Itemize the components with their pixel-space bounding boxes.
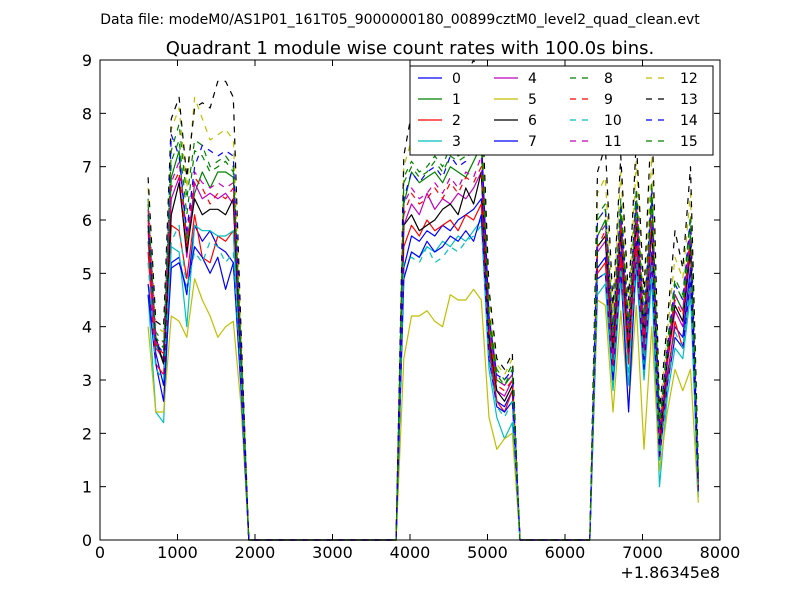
legend-label-9: 9 [604,92,613,108]
x-tick-label: 6000 [545,543,586,562]
legend-label-1: 1 [452,92,461,108]
y-tick-label: 1 [82,478,92,497]
x-axis-offset-label: +1.86345e8 [620,563,720,582]
x-tick-label: 2000 [235,543,276,562]
y-tick-label: 8 [82,104,92,123]
legend-label-12: 12 [680,71,698,87]
legend-label-14: 14 [680,113,698,129]
series-line-15 [147,128,699,541]
y-tick-label: 7 [82,158,92,177]
legend-box [409,65,714,156]
legend-label-2: 2 [452,113,461,129]
legend-label-10: 10 [604,113,622,129]
series-line-3 [147,219,699,541]
series-line-14 [147,134,699,541]
series-line-10 [147,224,699,541]
y-tick-label: 5 [82,264,92,283]
legend-label-7: 7 [528,134,537,150]
axis-ticks: 0 1000 2000 3000 4000 5000 6000 7000 80000123456… [82,51,741,562]
y-tick-label: 3 [82,371,92,390]
x-tick-label: 0 [95,543,105,562]
series-line-9 [147,166,699,541]
legend-label-13: 13 [680,92,698,108]
series-line-5 [147,278,699,541]
x-tick-label: 7000 [622,543,663,562]
legend-label-0: 0 [452,71,461,87]
x-tick-label: 1000 [157,543,198,562]
chart-title: Quadrant 1 module wise count rates with … [166,38,655,59]
x-tick-label: 4000 [390,543,431,562]
legend-label-3: 3 [452,134,461,150]
legend-label-8: 8 [604,71,613,87]
x-tick-label: 3000 [312,543,353,562]
y-tick-label: 0 [82,531,92,550]
y-tick-label: 6 [82,211,92,230]
y-tick-label: 9 [82,51,92,70]
legend-label-15: 15 [680,134,698,150]
legend-label-11: 11 [604,134,622,150]
series-line-6 [147,171,699,541]
x-tick-label: 8000 [700,543,741,562]
y-tick-label: 2 [82,424,92,443]
legend-label-5: 5 [528,92,537,108]
series-line-11 [147,155,699,541]
x-tick-label: 5000 [467,543,508,562]
legend-label-6: 6 [528,113,537,129]
legend-label-4: 4 [528,71,537,87]
y-tick-label: 4 [82,318,92,337]
figure-caption: Data file: modeM0/AS1P01_161T05_90000001… [100,12,700,28]
